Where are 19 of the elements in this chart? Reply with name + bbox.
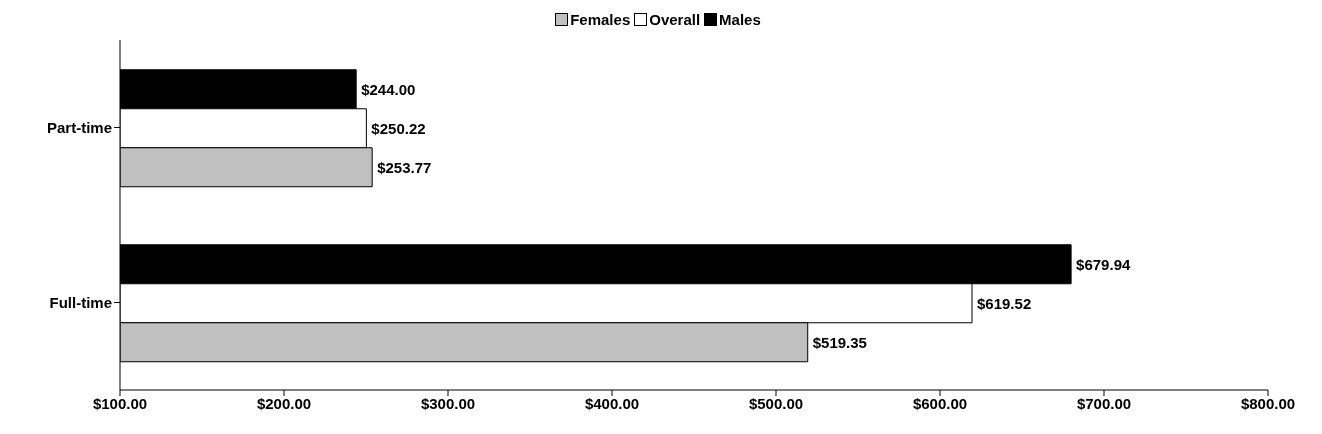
legend-label: Males <box>719 10 761 28</box>
x-tick-label: $200.00 <box>256 394 312 412</box>
y-tick-label: Part-time <box>46 118 112 136</box>
data-label: $679.94 <box>1076 255 1131 273</box>
y-tick-label: Full-time <box>49 293 112 311</box>
data-label: $244.00 <box>361 80 416 98</box>
x-tick-label: $700.00 <box>1076 394 1132 412</box>
legend-label: Overall <box>649 10 701 28</box>
x-tick-label: $400.00 <box>584 394 640 412</box>
data-label: $619.52 <box>977 294 1032 312</box>
x-tick-label: $100.00 <box>92 394 148 412</box>
x-tick-label: $500.00 <box>748 394 804 412</box>
x-tick-label: $800.00 <box>1240 394 1296 412</box>
data-label: $519.35 <box>812 333 867 351</box>
legend-label: Females <box>570 10 631 28</box>
data-label: $253.77 <box>377 158 432 176</box>
x-tick-label: $600.00 <box>912 394 968 412</box>
data-label: $250.22 <box>371 119 426 137</box>
x-tick-label: $300.00 <box>420 394 476 412</box>
